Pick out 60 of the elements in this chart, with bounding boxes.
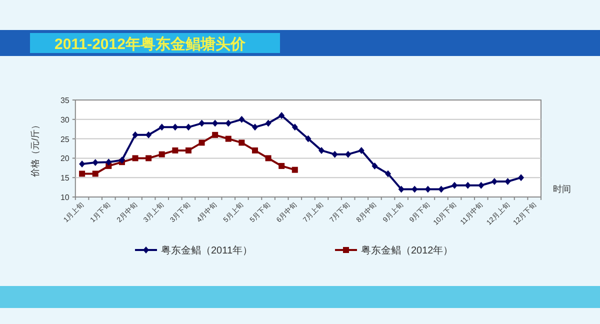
point <box>478 182 484 189</box>
point <box>372 162 378 170</box>
point <box>212 120 218 127</box>
point <box>385 170 392 178</box>
point <box>438 186 444 193</box>
point <box>118 156 125 164</box>
point <box>92 170 98 177</box>
point <box>252 147 258 154</box>
point <box>172 147 178 154</box>
point <box>464 182 471 189</box>
y-tick-label: 35 <box>60 96 70 105</box>
y-tick-label: 30 <box>60 115 70 124</box>
point <box>198 120 205 127</box>
point <box>265 120 272 127</box>
legend-label: 粤东金鲳（2011年） <box>161 244 253 256</box>
point <box>412 186 418 193</box>
point <box>106 158 112 166</box>
point <box>424 186 431 193</box>
point <box>92 158 98 166</box>
point <box>225 120 232 127</box>
y-tick-label: 15 <box>60 174 70 183</box>
point <box>252 124 258 131</box>
point <box>238 116 245 123</box>
point <box>158 151 165 158</box>
point <box>172 124 178 131</box>
point <box>504 178 511 185</box>
point <box>146 131 152 138</box>
point <box>305 135 312 142</box>
point <box>452 182 458 189</box>
point <box>79 160 86 168</box>
point <box>278 162 285 169</box>
point <box>292 166 298 173</box>
point <box>332 150 338 158</box>
point <box>292 124 298 131</box>
point <box>132 131 138 138</box>
chart-title: 2011-2012年粤东金鲳塘头价 <box>54 35 246 53</box>
point <box>398 186 404 193</box>
point <box>158 124 165 131</box>
point <box>318 146 325 154</box>
point <box>146 155 152 162</box>
point <box>491 178 498 185</box>
point <box>518 174 524 182</box>
y-tick-label: 10 <box>60 193 70 202</box>
point <box>185 124 192 131</box>
point <box>79 170 86 177</box>
point <box>265 155 272 162</box>
point <box>185 147 192 154</box>
point <box>358 146 364 154</box>
point <box>132 155 138 162</box>
point <box>198 140 205 146</box>
point <box>225 136 232 142</box>
y-tick-label: 25 <box>60 134 70 144</box>
point <box>278 112 285 120</box>
y-tick-label: 20 <box>60 154 70 164</box>
legend-label: 粤东金鲳（2012年） <box>361 244 454 256</box>
point <box>238 140 245 146</box>
point <box>212 132 218 138</box>
point <box>345 150 352 158</box>
y-axis-title: 价格（元/斤） <box>30 120 40 178</box>
x-axis-title: 时间 <box>553 184 571 194</box>
